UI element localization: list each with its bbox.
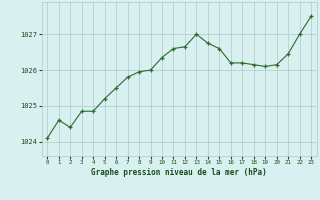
- X-axis label: Graphe pression niveau de la mer (hPa): Graphe pression niveau de la mer (hPa): [91, 168, 267, 177]
